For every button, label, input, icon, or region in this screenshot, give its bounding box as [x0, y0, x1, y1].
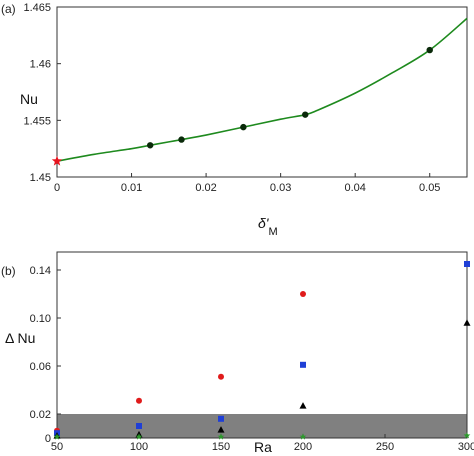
nu-curve-line: [56, 17, 468, 162]
nu-data-point: [146, 142, 154, 149]
square-series-point: [136, 423, 142, 429]
panel-b-ylabel: Δ Nu: [5, 330, 35, 346]
panel-a-xlabel: δ'M: [258, 215, 278, 238]
star-series-point: [53, 433, 61, 440]
square-series-point: [300, 361, 306, 368]
x-tick-label: 300: [458, 441, 474, 453]
nu-data-point: [426, 46, 433, 54]
circle-series-point: [136, 397, 142, 404]
panel-b-marks: [53, 261, 471, 440]
panel-a-xlabel-subscript: M: [268, 226, 277, 238]
x-tick-label: 0.05: [419, 182, 440, 194]
circle-series-point: [300, 291, 306, 297]
y-tick-label: 0.10: [30, 313, 51, 325]
x-tick-label: 100: [130, 441, 148, 453]
panel-a-xlabel-main: δ': [258, 215, 270, 231]
triangle-series-point: [463, 319, 471, 326]
triangle-series-point: [217, 426, 225, 433]
y-tick-label: 1.455: [23, 115, 51, 127]
star-series-point: [135, 433, 143, 440]
y-tick-label: 0.02: [30, 409, 51, 421]
threshold-shaded-band: [57, 414, 467, 438]
nu-data-point: [178, 136, 185, 143]
panel-b: (b) Δ Nu Ra 50 100 150 200 250 300 00.020.060…: [1, 251, 474, 455]
panel-a: (a) Nu δ'M 0 0.01 0.02 0.03 0.04 0.05 1.451.4…: [1, 2, 468, 238]
panel-b-xlabel: Ra: [254, 439, 272, 455]
panel-b-plot-frame: [56, 251, 468, 439]
x-tick-label: 0.03: [270, 182, 291, 194]
panel-a-marks: [51, 17, 468, 166]
panel-a-plot-frame: [56, 6, 468, 178]
x-tick-label: 200: [294, 441, 312, 453]
panel-a-x-ticks: 0 0.01 0.02 0.03 0.04 0.05: [54, 173, 440, 194]
panel-a-ylabel: Nu: [20, 91, 38, 107]
panel-a-y-ticks: 1.45 1.455 1.46 1.465: [23, 2, 61, 184]
star-series-point: [463, 432, 471, 439]
star-series-point: [299, 433, 307, 440]
x-tick-label: 0: [54, 182, 60, 194]
x-tick-label: 50: [51, 441, 63, 453]
x-tick-label: 150: [212, 441, 230, 453]
y-tick-label: 1.45: [30, 172, 51, 184]
panel-b-label: (b): [1, 264, 16, 278]
square-series-point: [464, 261, 470, 267]
x-tick-label: 0.04: [344, 182, 365, 194]
y-tick-label: 1.465: [23, 2, 51, 14]
nu-data-point: [302, 111, 309, 118]
triangle-series-point: [299, 402, 307, 409]
y-tick-label: 0: [45, 433, 51, 445]
nu-data-point: [240, 123, 247, 131]
y-tick-label: 1.46: [30, 59, 51, 71]
reference-star-marker: [51, 155, 63, 166]
square-series-point: [218, 415, 224, 422]
x-tick-label: 0.02: [195, 182, 216, 194]
panel-a-label: (a): [1, 2, 16, 16]
star-series-point: [217, 433, 225, 440]
panel-b-y-ticks: 0 0.02 0.06 0.10 0.14: [30, 265, 61, 445]
y-tick-label: 0.14: [30, 265, 51, 277]
x-tick-label: 0.01: [121, 182, 142, 194]
y-tick-label: 0.06: [30, 361, 51, 373]
circle-series-point: [218, 373, 224, 380]
panel-b-band-layer: [57, 414, 467, 438]
x-tick-label: 250: [376, 441, 394, 453]
